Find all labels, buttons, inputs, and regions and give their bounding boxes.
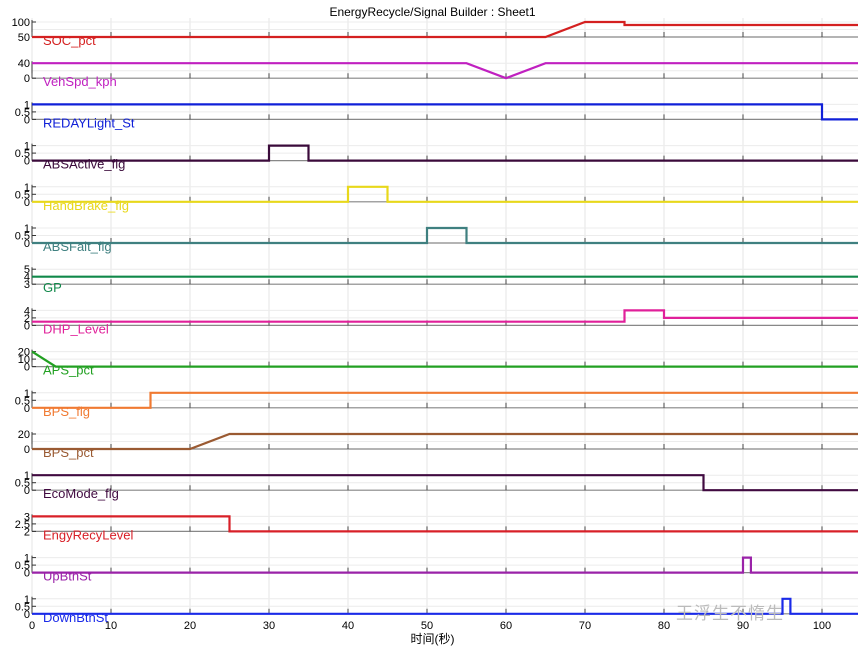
y-tick-label: 1 xyxy=(24,99,30,111)
series-label: ABSFalt_flg xyxy=(43,239,112,254)
y-tick-label: 20 xyxy=(18,347,30,359)
y-tick-label: 0 xyxy=(24,238,30,250)
series-line xyxy=(32,432,858,451)
y-tick-label: 5 xyxy=(24,264,30,276)
series-line xyxy=(32,144,858,162)
y-tick-label: 1 xyxy=(24,594,30,606)
series-label: DHP_Level xyxy=(43,321,109,336)
series-label: HandBrake_flg xyxy=(43,198,129,213)
series-line xyxy=(32,474,858,492)
y-tick-label: 0 xyxy=(24,444,30,456)
y-tick-label: 4 xyxy=(24,305,30,317)
y-tick-label: 1 xyxy=(24,388,30,400)
series-label: BPS_flg xyxy=(43,404,90,419)
x-tick-label: 20 xyxy=(184,620,196,632)
x-tick-label: 60 xyxy=(500,620,512,632)
series-label: ABSActive_flg xyxy=(43,157,125,172)
y-tick-label: 3 xyxy=(24,279,30,291)
y-tick-label: 1 xyxy=(24,553,30,565)
y-tick-label: 0.5 xyxy=(15,601,30,613)
series-label: DownBtnSt xyxy=(43,610,108,625)
series-label: SOC_pct xyxy=(43,33,96,48)
x-tick-label: 10 xyxy=(105,620,117,632)
y-tick-label: 0 xyxy=(24,609,30,621)
y-tick-label: 0 xyxy=(24,73,30,85)
x-axis-label: 时间(秒) xyxy=(410,632,455,646)
series-line xyxy=(32,226,858,245)
y-tick-label: 0 xyxy=(24,320,30,332)
x-tick-label: 50 xyxy=(421,620,433,632)
y-tick-label: 0.5 xyxy=(15,148,30,160)
y-tick-label: 1 xyxy=(24,141,30,153)
y-tick-label: 50 xyxy=(18,32,30,44)
series-label: BPS_pct xyxy=(43,445,94,460)
y-tick-label: 3 xyxy=(24,511,30,523)
series-label: APS_pct xyxy=(43,363,94,378)
y-tick-label: 0 xyxy=(24,403,30,415)
x-tick-label: 70 xyxy=(579,620,591,632)
y-tick-label: 20 xyxy=(18,429,30,441)
chart-title: EnergyRecycle/Signal Builder : Sheet1 xyxy=(329,5,536,19)
y-tick-label: 0.5 xyxy=(15,478,30,490)
y-tick-label: 0 xyxy=(24,197,30,209)
series-line xyxy=(32,309,858,323)
series-line xyxy=(32,556,858,574)
series-line xyxy=(32,515,858,533)
y-tick-label: 0.5 xyxy=(15,189,30,201)
series-line xyxy=(31,350,858,368)
y-tick-label: 2 xyxy=(24,526,30,538)
x-tick-label: 0 xyxy=(29,620,35,632)
x-tick-label: 90 xyxy=(737,620,749,632)
y-tick-label: 2.5 xyxy=(15,519,30,531)
y-tick-label: 0.5 xyxy=(15,107,30,119)
y-tick-label: 0.5 xyxy=(15,231,30,243)
y-tick-label: 40 xyxy=(18,58,30,70)
y-tick-label: 0 xyxy=(24,568,30,580)
series-label: REDAYLight_St xyxy=(43,115,135,130)
series-line xyxy=(32,20,858,39)
y-tick-label: 1 xyxy=(24,182,30,194)
watermark: 王浮生不惰生 xyxy=(676,604,784,623)
series-label: GP xyxy=(43,280,62,295)
y-tick-label: 0 xyxy=(24,362,30,374)
series-label: VehSpd_kph xyxy=(43,74,117,89)
series-line xyxy=(32,62,858,80)
y-tick-label: 100 xyxy=(12,17,30,29)
y-tick-label: 0 xyxy=(24,156,30,168)
y-tick-label: 0.5 xyxy=(15,395,30,407)
series-label: UpBtnSt xyxy=(43,569,92,584)
x-tick-label: 80 xyxy=(658,620,670,632)
series-line xyxy=(32,597,858,615)
y-tick-label: 0 xyxy=(24,485,30,497)
series-line xyxy=(32,103,858,121)
series-line xyxy=(32,185,858,203)
y-tick-label: 4 xyxy=(24,272,30,284)
x-tick-label: 30 xyxy=(263,620,275,632)
y-tick-label: 0 xyxy=(24,114,30,126)
series-line xyxy=(32,391,858,409)
series-label: EcoMode_flg xyxy=(43,486,119,501)
x-tick-label: 100 xyxy=(813,620,831,632)
x-tick-label: 40 xyxy=(342,620,354,632)
series-label: EngyRecyLevel xyxy=(43,527,133,542)
y-tick-label: 1 xyxy=(24,223,30,235)
y-tick-label: 0.5 xyxy=(15,560,30,572)
y-tick-label: 2 xyxy=(24,313,30,325)
y-tick-label: 10 xyxy=(18,354,30,366)
y-tick-label: 1 xyxy=(24,470,30,482)
